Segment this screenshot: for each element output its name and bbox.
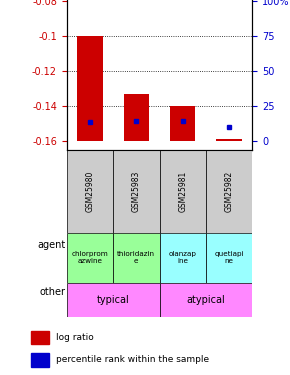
Bar: [77, 36, 103, 141]
Bar: [113, 232, 160, 283]
Text: other: other: [40, 286, 66, 297]
Bar: [124, 94, 149, 141]
Bar: [206, 150, 252, 232]
Bar: [67, 150, 113, 232]
Bar: [160, 232, 206, 283]
Text: GSM25983: GSM25983: [132, 171, 141, 212]
Bar: [31, 331, 49, 344]
Bar: [67, 283, 160, 317]
Text: GSM25980: GSM25980: [85, 171, 95, 212]
Text: percentile rank within the sample: percentile rank within the sample: [56, 356, 209, 364]
Text: thioridazin
e: thioridazin e: [117, 251, 155, 264]
Text: typical: typical: [97, 295, 129, 305]
Text: GSM25982: GSM25982: [224, 171, 234, 212]
Text: quetiapi
ne: quetiapi ne: [214, 251, 244, 264]
Bar: [160, 150, 206, 232]
Text: atypical: atypical: [186, 295, 225, 305]
Bar: [113, 150, 160, 232]
Text: olanzap
ine: olanzap ine: [169, 251, 197, 264]
Bar: [170, 106, 195, 141]
Text: log ratio: log ratio: [56, 333, 94, 342]
Text: agent: agent: [37, 240, 66, 250]
Bar: [216, 140, 242, 141]
Text: GSM25981: GSM25981: [178, 171, 187, 212]
Text: chlorprom
azwine: chlorprom azwine: [72, 251, 108, 264]
Bar: [160, 283, 252, 317]
Bar: [31, 353, 49, 367]
Bar: [67, 232, 113, 283]
Bar: [206, 232, 252, 283]
